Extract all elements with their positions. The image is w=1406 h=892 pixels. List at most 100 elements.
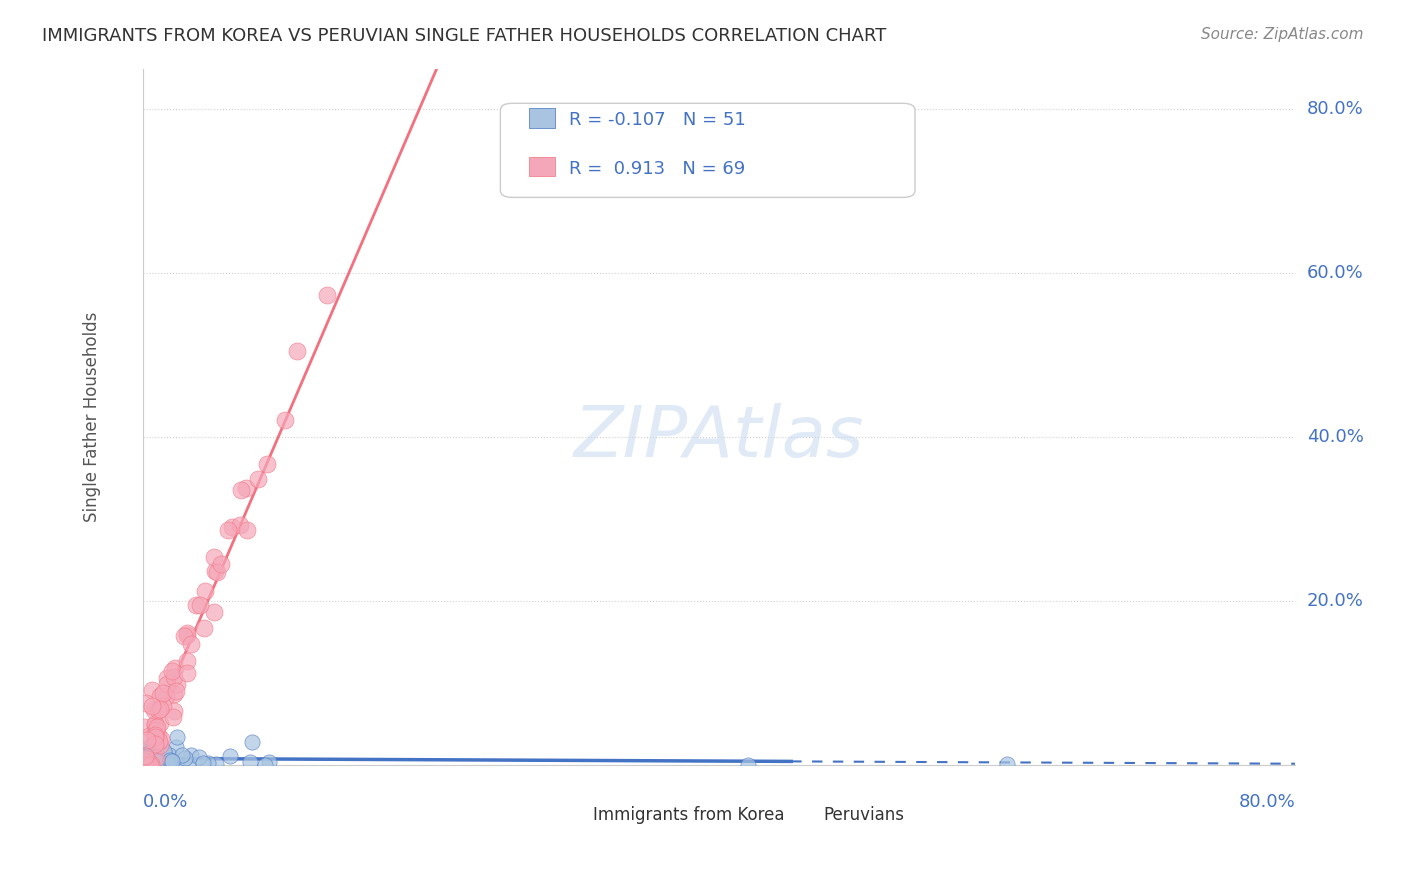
Point — [136, 733, 159, 747]
Point — [172, 748, 194, 763]
Point — [240, 735, 263, 749]
Point — [152, 686, 174, 700]
Point — [173, 751, 195, 765]
Point — [156, 672, 179, 686]
Point — [134, 755, 156, 769]
Point — [166, 676, 188, 690]
Text: 60.0%: 60.0% — [1306, 264, 1364, 283]
Text: 20.0%: 20.0% — [1306, 592, 1364, 610]
Point — [173, 629, 195, 643]
Point — [176, 625, 198, 640]
Point — [141, 699, 163, 714]
Point — [165, 757, 187, 772]
Point — [253, 757, 276, 772]
Point — [197, 756, 219, 770]
FancyBboxPatch shape — [529, 108, 554, 128]
Point — [162, 664, 184, 678]
Point — [138, 743, 160, 757]
Point — [156, 677, 179, 691]
Text: R = -0.107   N = 51: R = -0.107 N = 51 — [569, 112, 747, 129]
Point — [141, 747, 163, 761]
Point — [145, 756, 167, 771]
Point — [228, 517, 250, 532]
Point — [256, 457, 278, 471]
Point — [160, 755, 183, 769]
Point — [163, 687, 186, 701]
Point — [235, 481, 257, 495]
FancyBboxPatch shape — [501, 103, 915, 197]
Point — [166, 730, 188, 744]
Point — [139, 755, 162, 769]
Point — [136, 749, 159, 764]
Point — [138, 752, 160, 766]
Point — [134, 758, 156, 772]
Point — [163, 661, 186, 675]
Point — [146, 703, 169, 717]
Point — [146, 754, 169, 768]
Point — [139, 756, 162, 771]
FancyBboxPatch shape — [529, 157, 554, 177]
Point — [247, 472, 270, 486]
Point — [193, 621, 215, 635]
Text: 40.0%: 40.0% — [1306, 428, 1364, 446]
Point — [995, 757, 1018, 772]
Point — [143, 703, 166, 717]
Point — [202, 549, 225, 564]
Point — [188, 598, 211, 612]
Point — [139, 758, 162, 772]
Point — [132, 754, 155, 768]
Point — [204, 757, 226, 772]
Point — [143, 716, 166, 731]
Text: Immigrants from Korea: Immigrants from Korea — [592, 806, 785, 824]
FancyBboxPatch shape — [789, 805, 814, 824]
Point — [205, 565, 228, 579]
Text: 0.0%: 0.0% — [143, 793, 188, 811]
Point — [159, 753, 181, 767]
Point — [135, 696, 157, 710]
Point — [180, 748, 202, 763]
Point — [149, 716, 172, 731]
Point — [141, 683, 163, 698]
Point — [146, 720, 169, 734]
Point — [162, 710, 184, 724]
Point — [143, 737, 166, 751]
Point — [155, 689, 177, 703]
Text: IMMIGRANTS FROM KOREA VS PERUVIAN SINGLE FATHER HOUSEHOLDS CORRELATION CHART: IMMIGRANTS FROM KOREA VS PERUVIAN SINGLE… — [42, 27, 887, 45]
Point — [166, 683, 188, 698]
Point — [134, 749, 156, 764]
Point — [138, 758, 160, 772]
Point — [145, 723, 167, 737]
Point — [132, 756, 155, 770]
Text: Peruvians: Peruvians — [823, 806, 904, 824]
Text: 80.0%: 80.0% — [1306, 101, 1364, 119]
Point — [191, 756, 214, 770]
Point — [136, 754, 159, 768]
Point — [149, 758, 172, 772]
Point — [143, 753, 166, 767]
Point — [143, 728, 166, 742]
Point — [145, 756, 167, 770]
Point — [176, 628, 198, 642]
Point — [176, 665, 198, 680]
Point — [159, 757, 181, 772]
Point — [138, 748, 160, 763]
FancyBboxPatch shape — [558, 805, 583, 824]
Point — [166, 757, 188, 772]
Point — [157, 748, 180, 763]
Point — [155, 747, 177, 761]
Point — [134, 748, 156, 763]
Point — [139, 756, 162, 770]
Point — [135, 752, 157, 766]
Point — [149, 756, 172, 771]
Point — [139, 745, 162, 759]
Text: ZIPAtlas: ZIPAtlas — [574, 403, 865, 472]
Point — [194, 584, 217, 599]
Point — [221, 520, 243, 534]
Point — [176, 654, 198, 668]
Point — [165, 739, 187, 754]
Text: R =  0.913   N = 69: R = 0.913 N = 69 — [569, 160, 745, 178]
Point — [134, 720, 156, 734]
Point — [149, 738, 172, 752]
Point — [163, 704, 186, 718]
Point — [138, 729, 160, 743]
